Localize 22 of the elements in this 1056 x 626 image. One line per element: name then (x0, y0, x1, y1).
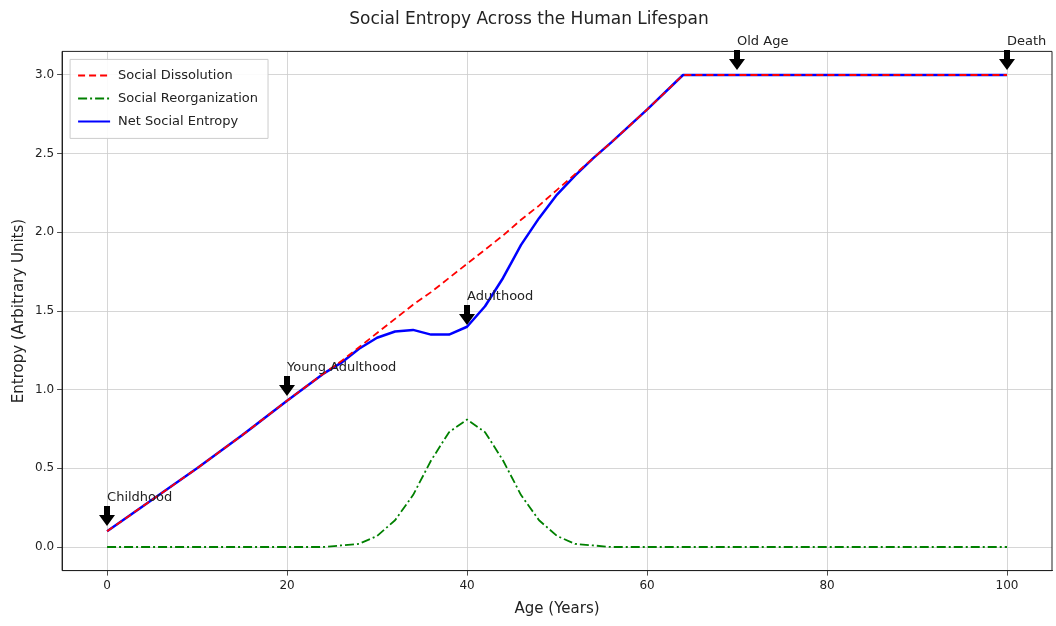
legend-label: Social Reorganization (118, 89, 259, 105)
x-tick-label: 80 (819, 577, 835, 592)
x-tick-label: 0 (103, 577, 111, 592)
y-axis-title: Entropy (Arbitrary Units) (8, 218, 27, 404)
annotation: Death (1007, 33, 1047, 48)
y-tick-label: 2.0 (34, 224, 55, 239)
chart-title: Social Entropy Across the Human Lifespan (349, 7, 709, 28)
legend-label: Social Dissolution (118, 66, 233, 82)
x-tick-label: 20 (279, 577, 295, 592)
x-tick-label: 60 (639, 577, 655, 592)
line-series (106, 418, 1008, 548)
annotation: Old Age (737, 33, 789, 48)
y-tick-label: 0.5 (34, 460, 55, 475)
y-tick-label: 1.5 (34, 303, 55, 318)
y-tick-label: 3.0 (34, 67, 55, 82)
y-tick-label: 1.0 (34, 381, 55, 396)
legend-label: Net Social Entropy (118, 112, 239, 128)
y-tick-label: 2.5 (34, 145, 55, 160)
y-tick-label: 0.0 (34, 539, 55, 554)
x-tick-label: 100 (995, 577, 1019, 592)
x-axis-title: Age (Years) (514, 598, 600, 617)
x-tick-label: 40 (459, 577, 475, 592)
